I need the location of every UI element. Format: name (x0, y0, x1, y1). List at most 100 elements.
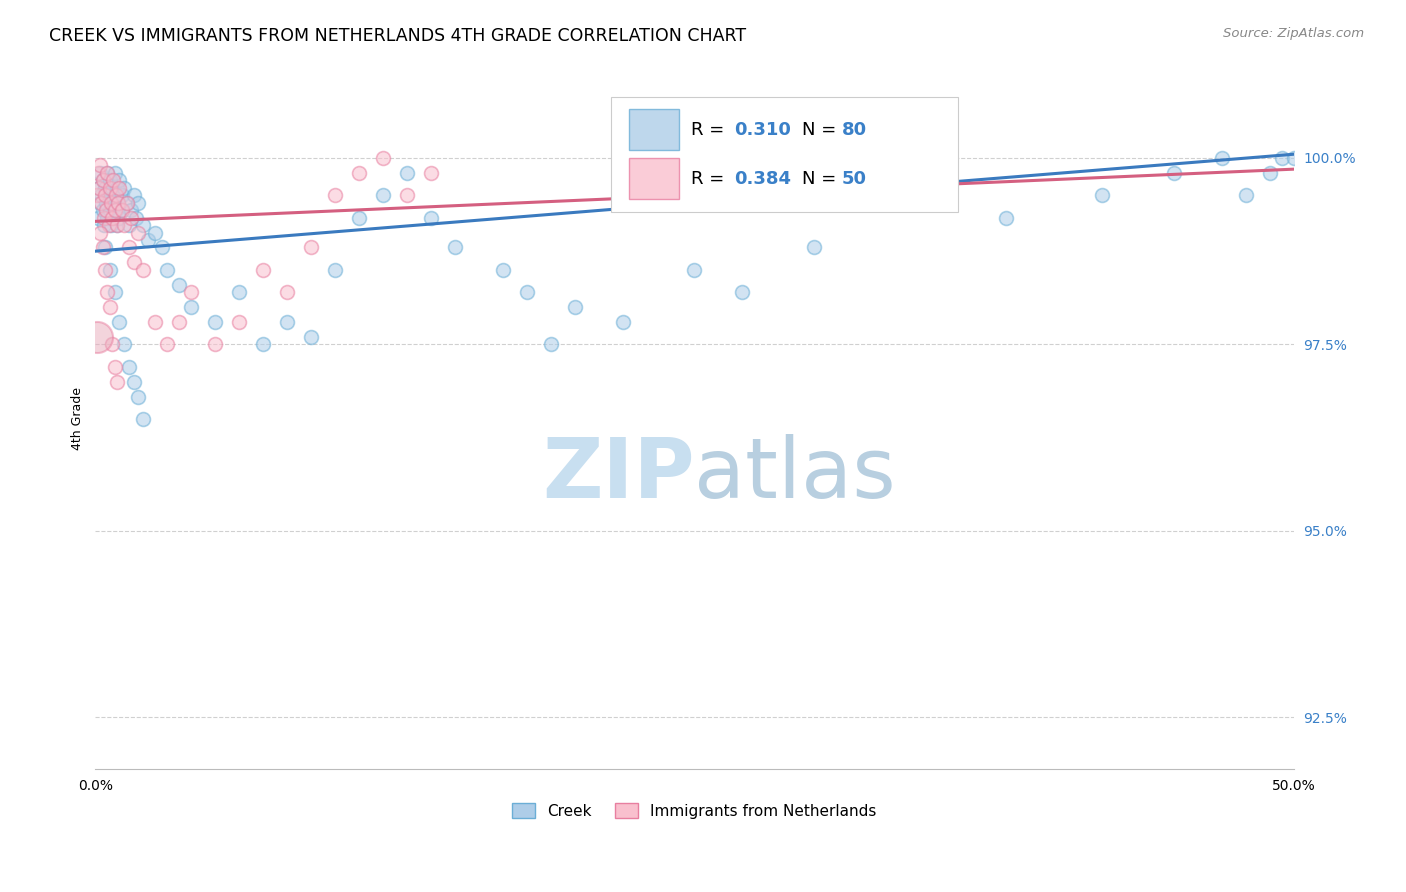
Point (299, 240, 322, 254)
Point (97, 218, 120, 232)
Point (540, 337, 562, 351)
Point (103, 173, 125, 187)
Point (91, 173, 114, 187)
Point (105, 181, 128, 195)
Point (143, 226, 166, 240)
Point (108, 211, 131, 225)
Point (89, 226, 111, 240)
Text: Source: ZipAtlas.com: Source: ZipAtlas.com (1223, 27, 1364, 40)
Text: 0.384: 0.384 (734, 169, 792, 187)
Point (96, 285, 118, 300)
Point (103, 285, 125, 300)
Text: N =: N = (803, 169, 842, 187)
Text: ZIP: ZIP (541, 434, 695, 516)
Text: R =: R = (690, 120, 730, 138)
Point (564, 300, 586, 314)
Point (98, 181, 121, 195)
Point (104, 188, 127, 202)
Point (103, 359, 125, 374)
Point (96, 166, 118, 180)
Point (107, 195, 129, 210)
Point (120, 211, 142, 225)
Point (86, 188, 108, 202)
Point (1211, 151, 1233, 165)
Point (96, 166, 118, 180)
Point (419, 166, 441, 180)
Point (143, 315, 166, 329)
Point (111, 203, 134, 218)
Point (1270, 151, 1292, 165)
Point (167, 277, 190, 292)
Point (89, 158, 111, 172)
Point (108, 315, 131, 329)
Point (132, 218, 155, 232)
Point (1234, 188, 1257, 202)
Point (87, 181, 110, 195)
Point (371, 188, 394, 202)
Point (94, 188, 117, 202)
Point (118, 218, 141, 232)
Legend: Creek, Immigrants from Netherlands: Creek, Immigrants from Netherlands (506, 797, 883, 825)
Point (104, 203, 127, 218)
Point (180, 300, 202, 314)
Point (108, 181, 131, 195)
Point (100, 195, 122, 210)
Point (94, 240, 117, 254)
Point (111, 203, 134, 218)
Point (612, 315, 634, 329)
Point (118, 359, 141, 374)
Point (132, 262, 155, 277)
Point (1282, 151, 1305, 165)
Point (276, 285, 298, 300)
Point (103, 188, 125, 202)
Point (90, 195, 112, 210)
Point (371, 151, 394, 165)
Point (111, 188, 134, 202)
Point (228, 285, 250, 300)
Point (97, 188, 120, 202)
Text: N =: N = (803, 120, 842, 138)
Point (105, 218, 128, 232)
Point (1091, 188, 1114, 202)
Text: 80: 80 (842, 120, 868, 138)
Point (93, 211, 115, 225)
Point (443, 240, 465, 254)
Point (120, 203, 142, 218)
Point (1163, 166, 1185, 180)
Point (115, 195, 138, 210)
Point (98, 203, 121, 218)
Point (103, 203, 125, 218)
Point (347, 211, 370, 225)
Point (204, 337, 226, 351)
FancyBboxPatch shape (628, 109, 679, 151)
Point (228, 315, 250, 329)
Point (125, 211, 148, 225)
Point (91, 173, 114, 187)
Point (994, 211, 1017, 225)
Point (98, 173, 121, 187)
Point (419, 211, 441, 225)
Point (91, 240, 114, 254)
Point (98, 262, 121, 277)
Point (395, 188, 418, 202)
Point (492, 262, 515, 277)
Point (101, 195, 124, 210)
FancyBboxPatch shape (628, 158, 679, 199)
Text: CREEK VS IMMIGRANTS FROM NETHERLANDS 4TH GRADE CORRELATION CHART: CREEK VS IMMIGRANTS FROM NETHERLANDS 4TH… (49, 27, 747, 45)
Text: 50: 50 (842, 169, 868, 187)
Point (105, 375, 128, 389)
Point (395, 166, 418, 180)
Point (156, 337, 179, 351)
Point (101, 337, 124, 351)
Point (299, 330, 322, 344)
Text: atlas: atlas (695, 434, 896, 516)
Text: 0.310: 0.310 (734, 120, 790, 138)
Text: R =: R = (690, 169, 730, 187)
Point (252, 262, 274, 277)
Point (108, 173, 131, 187)
Point (127, 195, 149, 210)
Point (91, 203, 114, 218)
Point (94, 262, 117, 277)
Point (87, 166, 110, 180)
Point (323, 188, 346, 202)
